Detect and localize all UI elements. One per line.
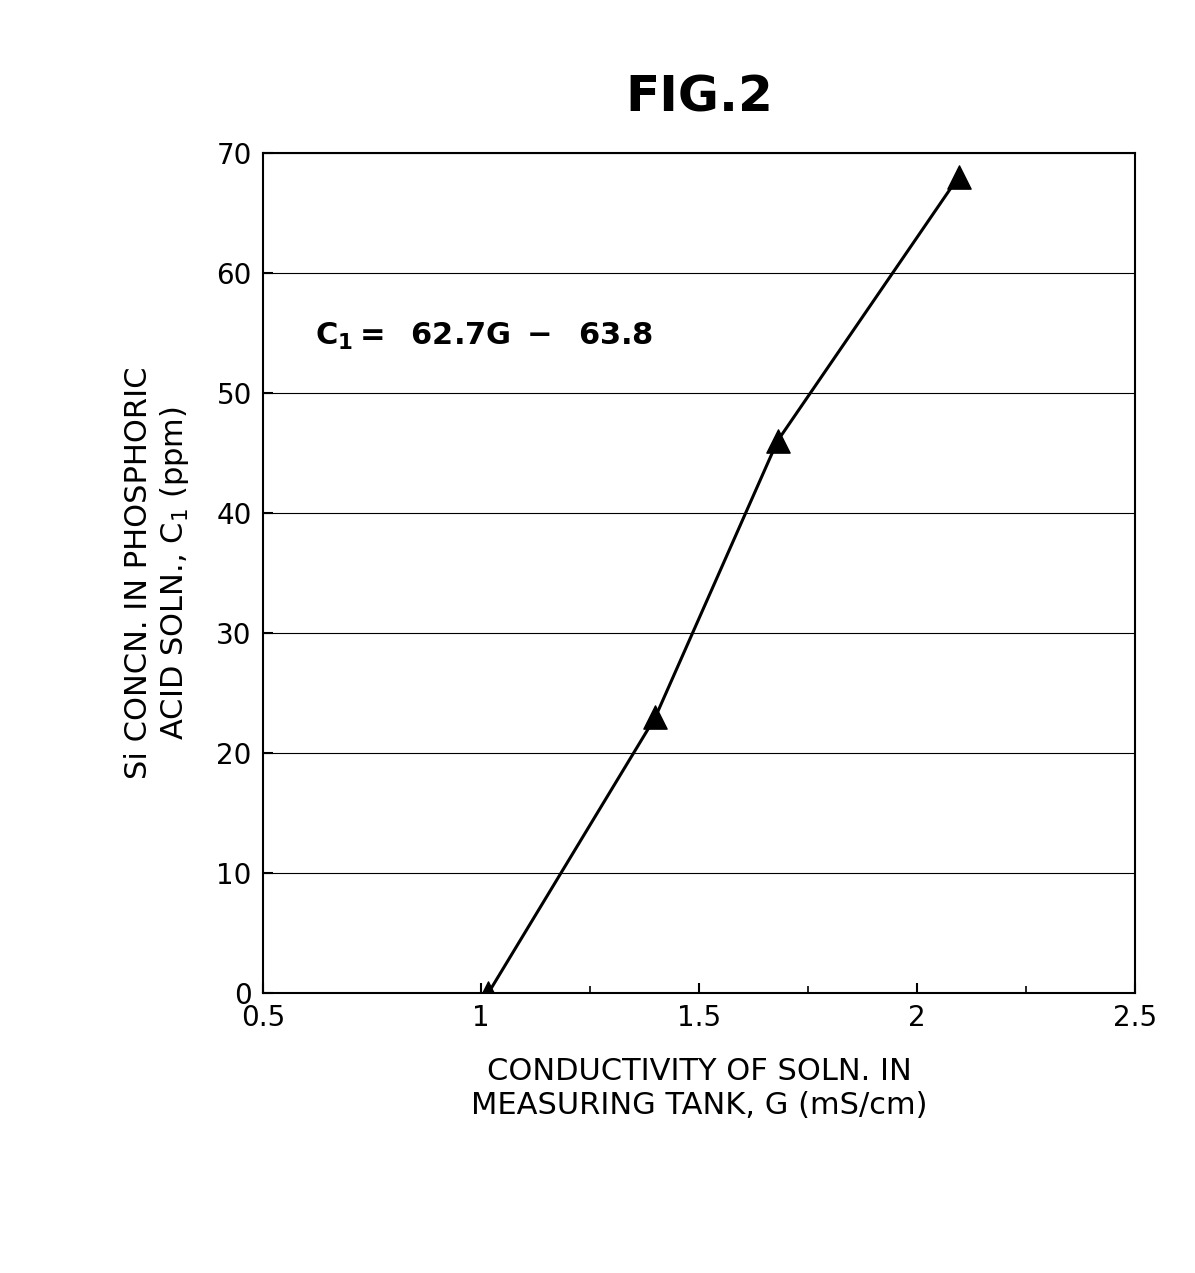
Point bbox=[768, 430, 788, 451]
Title: FIG.2: FIG.2 bbox=[625, 73, 773, 121]
X-axis label: CONDUCTIVITY OF SOLN. IN
MEASURING TANK, G (mS/cm): CONDUCTIVITY OF SOLN. IN MEASURING TANK,… bbox=[471, 1057, 927, 1120]
Y-axis label: Si CONCN. IN PHOSPHORIC
ACID SOLN., C$_1$ (ppm): Si CONCN. IN PHOSPHORIC ACID SOLN., C$_1… bbox=[124, 367, 191, 779]
Text: $\mathbf{C_1}$$\mathbf{= \ \ 62.7G \ - \ \ 63.8}$: $\mathbf{C_1}$$\mathbf{= \ \ 62.7G \ - \… bbox=[315, 321, 654, 351]
Point bbox=[645, 707, 664, 727]
Point bbox=[949, 167, 968, 187]
Point bbox=[479, 983, 498, 1003]
